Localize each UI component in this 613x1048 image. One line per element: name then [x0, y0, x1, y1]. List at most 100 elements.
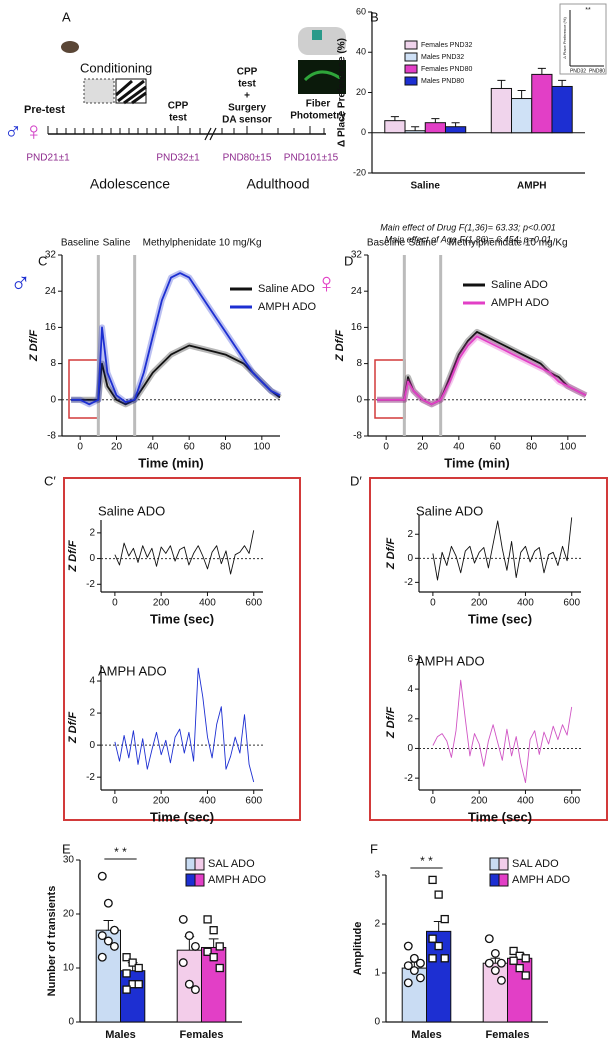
error-bar: [103, 919, 114, 931]
bar: [531, 73, 553, 134]
y-tick-label: -8: [47, 431, 56, 442]
x-tick-label: 0: [112, 796, 118, 807]
inset-label: PND80: [589, 68, 605, 74]
y-tick-label: 2: [374, 919, 380, 930]
phase-label: Methylphenidate 10 mg/Kg: [143, 238, 262, 249]
error-bar: [451, 122, 460, 127]
panel-label: D′: [350, 473, 362, 488]
legend-label: AMPH ADO: [491, 297, 550, 309]
legend-swatch: [185, 873, 196, 887]
panel-label: C: [38, 253, 47, 268]
error-bar: [431, 118, 440, 123]
context-dots: [83, 78, 115, 104]
data-point: [490, 948, 500, 958]
data-point: [440, 914, 449, 924]
phase-label: Baseline: [367, 238, 406, 249]
error-bar: [537, 67, 546, 75]
x-tick-label: 600: [563, 598, 580, 609]
data-point: [97, 952, 107, 962]
data-point: [434, 941, 443, 951]
error-bar: [497, 79, 506, 89]
data-point: [490, 966, 500, 975]
data-point: [122, 985, 131, 994]
significance-label: * *: [420, 854, 433, 868]
data-point: [415, 958, 425, 968]
timeline-label: +: [244, 91, 250, 102]
legend-swatch: [404, 64, 418, 74]
phase-label: Saline: [103, 238, 131, 249]
sex-symbol: ♂: [10, 267, 31, 298]
x-tick-label: 200: [153, 598, 170, 609]
x-axis-label: Time (sec): [150, 611, 214, 626]
legend-label: SAL ADO: [208, 858, 255, 870]
error-bar: [558, 79, 567, 87]
data-point: [496, 958, 506, 968]
y-tick-label: 4: [407, 684, 413, 695]
y-tick-label: 0: [407, 553, 413, 564]
x-axis-label: Time (min): [444, 455, 510, 470]
data-point: [484, 958, 494, 968]
inset-frame: [559, 3, 607, 75]
trace-line: [432, 679, 573, 784]
x-tick-label: Saline: [411, 181, 441, 192]
data-point: [403, 978, 413, 988]
timeline-label: Surgery: [228, 103, 266, 114]
timeline-label: test: [169, 113, 187, 124]
y-axis-label: Z Df/F: [67, 712, 79, 744]
data-point: [415, 973, 425, 983]
x-tick-label: 80: [220, 442, 232, 453]
y-tick-label: -2: [404, 773, 413, 784]
inset-label: PND32: [570, 68, 586, 74]
y-axis-label: Z Df/F: [28, 330, 40, 362]
trace-line: [377, 335, 587, 406]
sex-symbol: ♀: [316, 267, 337, 298]
y-axis-label: Amplitude: [352, 922, 364, 976]
x-tick-label: 0: [430, 598, 436, 609]
data-point: [122, 969, 131, 978]
y-tick-label: 2: [89, 708, 95, 719]
x-tick-label: Males: [411, 1029, 442, 1041]
x-tick-label: 600: [563, 796, 580, 807]
data-point: [203, 947, 212, 956]
bar: [551, 85, 573, 134]
data-point: [178, 958, 188, 968]
data-point: [409, 953, 419, 963]
legend-label: Females PND32: [421, 42, 472, 49]
error-bar: [390, 116, 399, 121]
y-tick-label: 16: [45, 322, 57, 333]
data-point: [103, 898, 113, 908]
trace-line: [114, 667, 255, 783]
panel-label: B: [370, 9, 379, 24]
y-tick-label: 24: [351, 286, 363, 297]
trace-line: [71, 272, 281, 406]
x-tick-label: 100: [253, 442, 270, 453]
panel-label: E: [62, 841, 71, 856]
x-tick-label: 100: [559, 442, 576, 453]
bar: [384, 120, 406, 134]
x-axis-label: Time (sec): [468, 611, 532, 626]
y-tick-label: 2: [89, 527, 95, 538]
x-tick-label: Females: [179, 1029, 223, 1041]
bar: [490, 87, 513, 134]
y-tick-label: -2: [86, 579, 95, 590]
brain-region: [312, 30, 322, 40]
x-tick-label: 0: [77, 442, 83, 453]
x-tick-label: 60: [184, 442, 196, 453]
data-point: [128, 958, 137, 967]
timeline-label: DA sensor: [222, 115, 272, 126]
data-point: [428, 875, 437, 885]
data-point: [190, 985, 200, 995]
histology-signal: [303, 70, 341, 82]
data-point: [190, 941, 200, 951]
timeline-label: Pre-test: [24, 104, 65, 116]
y-tick-label: 2: [407, 529, 413, 540]
data-point: [509, 946, 518, 956]
phase-label: Baseline: [61, 238, 100, 249]
trace-line: [432, 517, 573, 581]
trace-title: AMPH ADO: [98, 663, 167, 678]
data-point: [428, 954, 437, 963]
error-bar: [490, 957, 501, 964]
trace-line: [71, 344, 281, 406]
y-tick-label: -2: [86, 772, 95, 783]
